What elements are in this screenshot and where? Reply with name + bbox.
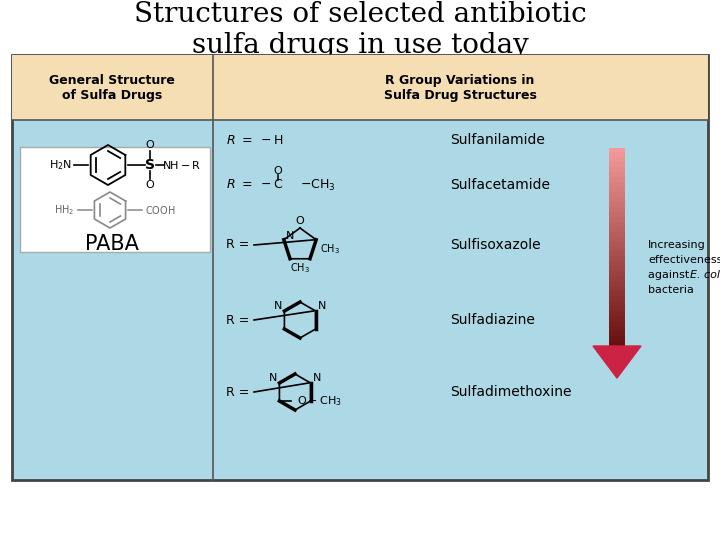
Text: Increasing: Increasing bbox=[648, 240, 706, 250]
Bar bbox=[609, 232, 625, 238]
Text: $R\ =\ -$: $R\ =\ -$ bbox=[226, 179, 271, 192]
Bar bbox=[609, 217, 625, 223]
Text: against: against bbox=[648, 270, 693, 280]
Text: $-\mathrm{CH_3}$: $-\mathrm{CH_3}$ bbox=[300, 178, 336, 193]
Bar bbox=[609, 291, 625, 298]
Bar bbox=[609, 266, 625, 273]
Bar bbox=[609, 202, 625, 208]
Polygon shape bbox=[593, 346, 641, 378]
Bar bbox=[609, 167, 625, 174]
Text: Sulfadiazine: Sulfadiazine bbox=[450, 313, 535, 327]
Text: PABA: PABA bbox=[85, 234, 139, 254]
Bar bbox=[609, 172, 625, 179]
Bar bbox=[609, 286, 625, 293]
Text: $\mathrm{H_2N}$: $\mathrm{H_2N}$ bbox=[48, 158, 71, 172]
Text: $R\ =\ -\mathrm{H}$: $R\ =\ -\mathrm{H}$ bbox=[226, 133, 284, 146]
Bar bbox=[609, 281, 625, 288]
Text: R =: R = bbox=[226, 386, 253, 399]
Text: N: N bbox=[318, 301, 325, 311]
Text: O: O bbox=[145, 180, 154, 190]
Text: Structures of selected antibiotic
sulfa drugs in use today: Structures of selected antibiotic sulfa … bbox=[134, 1, 586, 59]
Text: $\mathrm{HH_2}$: $\mathrm{HH_2}$ bbox=[54, 203, 74, 217]
Bar bbox=[609, 187, 625, 193]
Bar bbox=[609, 335, 625, 342]
Text: O: O bbox=[296, 216, 305, 226]
Text: C: C bbox=[274, 179, 282, 192]
Bar bbox=[609, 276, 625, 282]
Text: N: N bbox=[286, 231, 294, 241]
Bar bbox=[609, 301, 625, 307]
Text: effectiveness: effectiveness bbox=[648, 255, 720, 265]
Bar bbox=[609, 296, 625, 302]
Text: bacteria: bacteria bbox=[648, 285, 694, 295]
Bar bbox=[609, 271, 625, 278]
Bar bbox=[609, 212, 625, 218]
Text: $\mathrm{O-CH_3}$: $\mathrm{O-CH_3}$ bbox=[297, 394, 342, 408]
Bar bbox=[609, 197, 625, 204]
Text: O: O bbox=[145, 140, 154, 150]
Text: General Structure
of Sulfa Drugs: General Structure of Sulfa Drugs bbox=[49, 74, 175, 102]
Bar bbox=[609, 163, 625, 169]
Bar bbox=[609, 341, 625, 347]
Bar bbox=[12, 55, 708, 120]
Bar bbox=[609, 316, 625, 322]
Text: $\mathrm{NH}-\mathrm{R}$: $\mathrm{NH}-\mathrm{R}$ bbox=[162, 159, 202, 171]
Text: Sulfadimethoxine: Sulfadimethoxine bbox=[450, 385, 572, 399]
Bar bbox=[609, 252, 625, 258]
Bar bbox=[609, 182, 625, 188]
Text: R =: R = bbox=[226, 239, 253, 252]
Bar bbox=[609, 261, 625, 268]
Bar bbox=[609, 227, 625, 233]
Bar bbox=[609, 330, 625, 337]
Bar bbox=[609, 237, 625, 243]
Bar bbox=[609, 246, 625, 253]
Text: R Group Variations in
Sulfa Drug Structures: R Group Variations in Sulfa Drug Structu… bbox=[384, 74, 536, 102]
Bar bbox=[609, 222, 625, 228]
Bar bbox=[609, 147, 625, 154]
Text: N: N bbox=[274, 301, 282, 311]
Text: $\mathrm{COOH}$: $\mathrm{COOH}$ bbox=[145, 204, 175, 216]
Bar bbox=[20, 147, 210, 252]
Bar bbox=[609, 306, 625, 312]
Text: Sulfanilamide: Sulfanilamide bbox=[450, 133, 545, 147]
Text: Sulfacetamide: Sulfacetamide bbox=[450, 178, 550, 192]
Bar bbox=[609, 311, 625, 318]
Bar bbox=[609, 256, 625, 263]
Text: Sulfisoxazole: Sulfisoxazole bbox=[450, 238, 541, 252]
Text: O: O bbox=[274, 166, 282, 176]
Text: S: S bbox=[145, 158, 155, 172]
Bar bbox=[609, 152, 625, 159]
Bar bbox=[609, 326, 625, 332]
Bar bbox=[609, 321, 625, 327]
Bar bbox=[609, 192, 625, 199]
Text: $\mathrm{CH_3}$: $\mathrm{CH_3}$ bbox=[320, 242, 340, 255]
Text: N: N bbox=[312, 373, 321, 383]
Text: N: N bbox=[269, 373, 278, 383]
Text: $\mathrm{CH_3}$: $\mathrm{CH_3}$ bbox=[290, 261, 310, 275]
Bar bbox=[609, 207, 625, 213]
Bar bbox=[609, 177, 625, 184]
Bar bbox=[609, 157, 625, 164]
Bar bbox=[12, 55, 708, 480]
Text: R =: R = bbox=[226, 314, 253, 327]
Bar bbox=[609, 241, 625, 248]
Text: E. coli: E. coli bbox=[690, 270, 720, 280]
